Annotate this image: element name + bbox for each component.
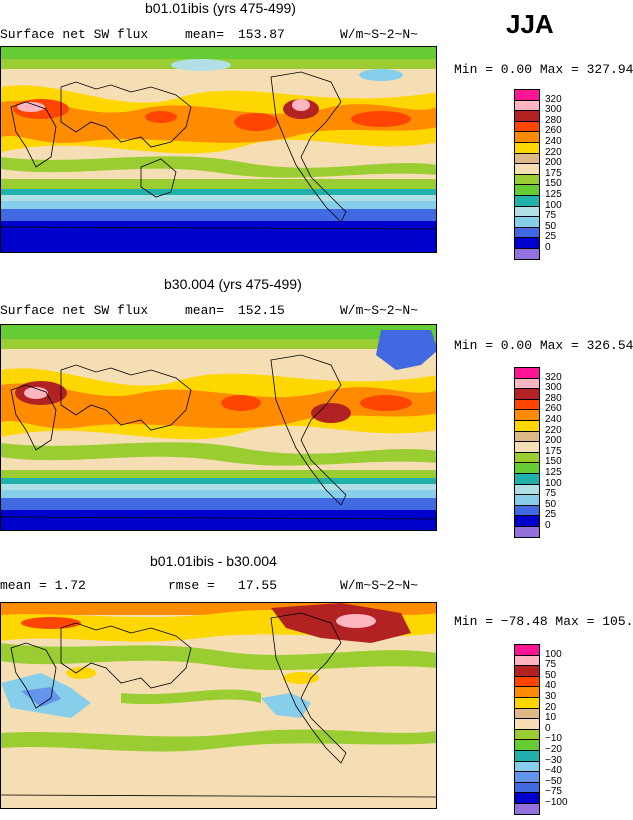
colorbar-level-label: 300 xyxy=(545,104,562,116)
colorbar-level-label: 10 xyxy=(545,712,557,724)
colorbar-level-label: 175 xyxy=(545,167,562,179)
colorbar-level-label: 20 xyxy=(545,701,557,713)
panel-3-stat-value: 17.55 xyxy=(238,578,278,593)
panel-3-units: W/m~S~2~N~ xyxy=(340,578,419,593)
colorbar-level-label: −75 xyxy=(545,786,562,798)
colorbar-level-label: 300 xyxy=(545,382,562,394)
colorbar-swatch xyxy=(514,803,540,815)
colorbar-level-label: 0 xyxy=(545,242,551,253)
panel-1-units: W/m~S~2~N~ xyxy=(340,27,419,42)
colorbar-level-label: 30 xyxy=(545,691,557,702)
colorbar-level-label: 0 xyxy=(545,722,551,734)
colorbar-level-label: 0 xyxy=(545,520,551,531)
colorbar-level-label: 200 xyxy=(545,435,562,447)
panel-1-minmax: Min = 0.00 Max = 327.94 xyxy=(454,62,633,77)
colorbar-level-label: 175 xyxy=(545,445,562,457)
colorbar-level-label: 240 xyxy=(545,414,562,425)
colorbar-level-label: 200 xyxy=(545,157,562,169)
colorbar-level-label: 280 xyxy=(545,114,562,126)
panel-2-variable: Surface net SW flux xyxy=(0,303,149,318)
colorbar-level-label: 50 xyxy=(545,669,557,681)
colorbar-level-label: 50 xyxy=(545,220,557,232)
colorbar-level-label: −100 xyxy=(545,797,568,808)
colorbar-level-label: 150 xyxy=(545,456,562,468)
colorbar-level-label: −30 xyxy=(545,754,562,766)
colorbar-level-label: 75 xyxy=(545,210,557,222)
colorbar-level-label: 100 xyxy=(545,648,562,660)
colorbar-level-label: −50 xyxy=(545,775,562,787)
colorbar-level-label: 320 xyxy=(545,371,562,383)
colorbar-level-label: −40 xyxy=(545,765,562,777)
colorbar-level-label: 75 xyxy=(545,659,557,671)
colorbar-level-label: 125 xyxy=(545,189,562,200)
colorbar-level-label: 125 xyxy=(545,467,562,478)
colorbar-level-label: 240 xyxy=(545,136,562,147)
panel-2-title: b30.004 (yrs 475-499) xyxy=(164,276,302,292)
colorbar-level-label: −10 xyxy=(545,733,562,745)
panel-1-map xyxy=(0,46,437,253)
panel-2-minmax: Min = 0.00 Max = 326.54 xyxy=(454,338,633,353)
panel-1-colorbar: 320 300 280 260 240 220 200 175 150 125 100 75 50 25 0 xyxy=(514,89,574,261)
colorbar-level-label: 40 xyxy=(545,680,557,692)
season-label: JJA xyxy=(506,9,554,39)
colorbar-swatch xyxy=(514,526,540,538)
colorbar-level-label: 25 xyxy=(545,231,557,243)
panel-1-title: b01.01ibis (yrs 475-499) xyxy=(145,0,296,16)
colorbar-level-label: 50 xyxy=(545,498,557,510)
colorbar-level-label: 220 xyxy=(545,146,562,158)
panel-2-map xyxy=(0,324,437,531)
panel-3-map xyxy=(0,602,437,809)
colorbar-level-label: 320 xyxy=(545,93,562,105)
colorbar-level-label: 260 xyxy=(545,125,562,137)
panel-1-variable: Surface net SW flux xyxy=(0,27,149,42)
colorbar-level-label: 260 xyxy=(545,403,562,415)
colorbar-level-label: −20 xyxy=(545,744,562,755)
colorbar-swatch xyxy=(514,248,540,260)
panel-1-stat-value: 153.87 xyxy=(238,27,285,42)
colorbar-level-label: 100 xyxy=(545,477,562,489)
panel-3-minmax: Min = −78.48 Max = 105.08 xyxy=(454,614,633,629)
panel-3-stat-label: rmse = xyxy=(168,578,215,593)
colorbar-level-label: 25 xyxy=(545,509,557,521)
panel-2-colorbar: 320 300 280 260 240 220 200 175 150 125 100 75 50 25 0 xyxy=(514,367,574,539)
colorbar-level-label: 280 xyxy=(545,392,562,404)
panel-3-title: b01.01ibis - b30.004 xyxy=(150,553,277,569)
panel-2-stat-label: mean= xyxy=(185,303,225,318)
colorbar-level-label: 75 xyxy=(545,488,557,500)
colorbar-level-label: 150 xyxy=(545,178,562,190)
panel-2-units: W/m~S~2~N~ xyxy=(340,303,419,318)
panel-1-stat-label: mean= xyxy=(185,27,225,42)
panel-2-stat-value: 152.15 xyxy=(238,303,285,318)
colorbar-level-label: 100 xyxy=(545,199,562,211)
colorbar-level-label: 220 xyxy=(545,424,562,436)
panel-3-mean: mean = 1.72 xyxy=(0,578,86,593)
panel-3-colorbar: 100 75 50 40 30 20 10 0 −10 −20 −30 −40 −50 −75 −100 xyxy=(514,644,574,816)
